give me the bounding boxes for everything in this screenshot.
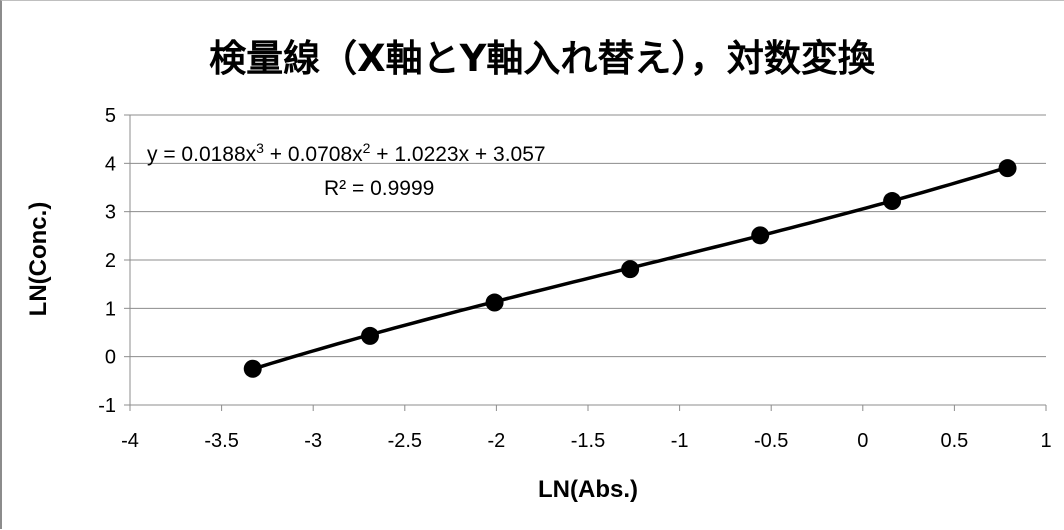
x-tick-label: -4 — [121, 430, 139, 452]
equation-prefix: y = 0.0188x — [147, 143, 257, 166]
data-point — [751, 226, 770, 245]
equation-middle: + 0.0708x — [264, 143, 363, 166]
data-point — [243, 359, 262, 378]
y-tick-label: 2 — [105, 250, 116, 272]
equation-exponent-square: 2 — [363, 140, 371, 156]
data-point — [485, 293, 504, 312]
y-tick-label: 3 — [105, 202, 116, 224]
data-point — [883, 192, 902, 211]
equation-suffix: + 1.0223x + 3.057 — [370, 143, 545, 166]
x-tick-label: -0.5 — [754, 430, 788, 452]
x-tick-label: 1 — [1040, 430, 1051, 452]
y-tick-label: -1 — [98, 395, 116, 417]
data-point — [360, 326, 379, 345]
y-tick-label: 1 — [105, 298, 116, 320]
y-tick-label: 0 — [105, 347, 116, 369]
point-layer — [243, 159, 1017, 378]
x-tick-label: -3 — [304, 430, 322, 452]
y-tick-label: 5 — [105, 105, 116, 127]
x-tick-label: -2 — [488, 430, 506, 452]
tick-layer: -1 0 1 2 3 4 5 -4 -3.5 -3 -2.5 -2 -1.5 -1 -0.5 0 0.5 1 — [98, 105, 1051, 452]
x-tick-label: 0 — [857, 430, 868, 452]
grid-layer — [129, 114, 1046, 406]
x-tick-label: -3.5 — [204, 430, 238, 452]
data-point — [998, 159, 1017, 178]
x-tick-label: -2.5 — [388, 430, 422, 452]
trendline-equation: y = 0.0188x3 + 0.0708x2 + 1.0223x + 3.05… — [147, 140, 546, 166]
r-squared-label: R² = 0.9999 — [324, 177, 434, 200]
x-tick-label: -1.5 — [571, 430, 605, 452]
chart-title: 検量線（X軸とY軸入れ替え），対数変換 — [209, 37, 876, 80]
x-axis-title: LN(Abs.) — [538, 476, 638, 503]
equation-exponent-cubic: 3 — [256, 140, 264, 156]
x-tick-label: 0.5 — [940, 430, 968, 452]
x-tick-label: -1 — [671, 430, 689, 452]
y-axis-title: LN(Conc.) — [25, 202, 52, 317]
y-tick-label: 4 — [105, 153, 116, 175]
data-point — [621, 260, 640, 279]
